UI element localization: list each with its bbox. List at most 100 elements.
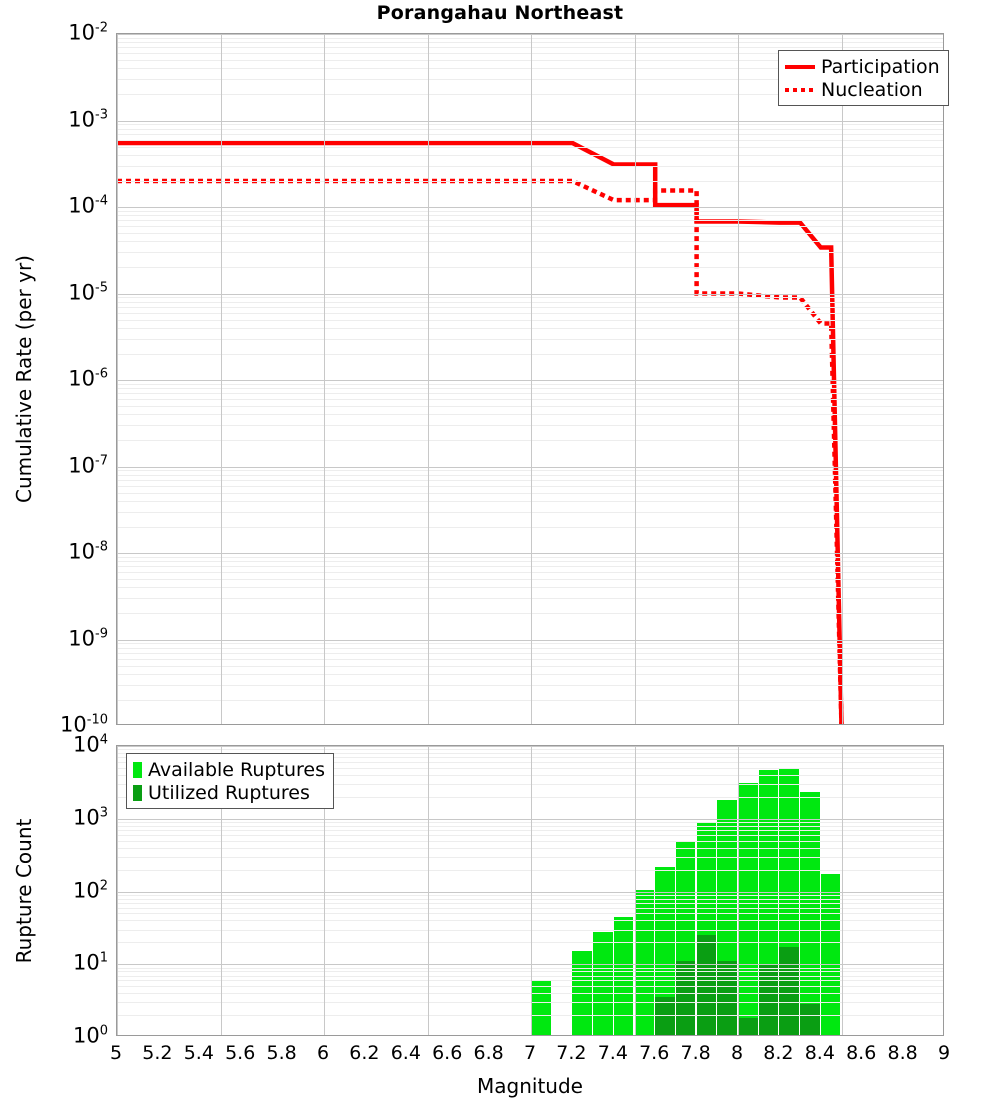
gridline-minor	[117, 971, 943, 972]
gridline-minor	[117, 930, 943, 931]
gridline-minor	[117, 830, 943, 831]
bottom-panel-y-axis-label: Rupture Count	[12, 818, 36, 963]
gridline-minor	[117, 512, 943, 513]
x-tick-label: 9	[937, 1042, 951, 1064]
nucleation-curve	[117, 178, 844, 724]
gridline-minor	[117, 968, 943, 969]
gridline-minor	[117, 68, 943, 69]
legend-item: Utilized Ruptures	[133, 781, 325, 804]
gridline-minor	[117, 241, 943, 242]
gridline-major-vertical	[324, 34, 325, 724]
y-tick-label: 101	[72, 950, 108, 975]
x-tick-label: 5.2	[142, 1042, 173, 1064]
gridline-minor	[117, 822, 943, 823]
utilized-rupture-segment	[800, 1004, 820, 1035]
y-tick-label: 10-3	[68, 107, 108, 131]
gridline-major-vertical	[428, 34, 429, 724]
gridline-minor	[117, 297, 943, 298]
x-tick-label: 5	[109, 1042, 123, 1064]
x-tick-label: 6.4	[390, 1042, 421, 1064]
gridline-minor	[117, 440, 943, 441]
gridline-minor	[117, 870, 943, 871]
gridline-minor	[117, 129, 943, 130]
gridline-minor	[117, 659, 943, 660]
gridline-major	[117, 819, 943, 820]
top-plot-inner	[117, 34, 943, 724]
x-tick-label: 7.4	[597, 1042, 628, 1064]
gridline-major-vertical	[842, 34, 843, 724]
utilized-rupture-segment	[758, 964, 779, 1035]
gridline-major	[117, 892, 943, 893]
gridline-minor	[117, 475, 943, 476]
gridline-major	[117, 467, 943, 468]
gridline-minor	[117, 848, 943, 849]
gridline-minor	[117, 94, 943, 95]
y-tick-label: 10-10	[60, 712, 108, 737]
gridline-minor	[117, 181, 943, 182]
y-tick-label: 10-6	[68, 366, 108, 391]
gridline-minor	[117, 406, 943, 407]
legend-label: Available Ruptures	[148, 758, 325, 781]
gridline-minor	[117, 561, 943, 562]
gridline-minor	[117, 267, 943, 268]
gridline-minor	[117, 908, 943, 909]
gridline-major	[117, 294, 943, 295]
gridline-minor	[117, 700, 943, 701]
gridline-major-vertical	[738, 34, 739, 724]
gridline-major-vertical	[117, 34, 118, 724]
gridline-minor	[117, 666, 943, 667]
y-tick-label: 10-5	[68, 280, 108, 304]
gridline-minor	[117, 388, 943, 389]
gridline-minor	[117, 134, 943, 135]
x-tick-label: 6.2	[349, 1042, 380, 1064]
x-tick-label: 8.6	[846, 1042, 877, 1064]
gridline-minor	[117, 986, 943, 987]
gridline-major-vertical	[738, 746, 739, 1035]
gridline-major-vertical	[531, 746, 532, 1035]
color-swatch-icon	[133, 784, 142, 801]
legend-label: Nucleation	[821, 78, 923, 101]
gridline-minor	[117, 566, 943, 567]
rupture-bar	[738, 783, 758, 1035]
gridline-minor	[117, 220, 943, 221]
utilized-rupture-segment	[696, 935, 717, 1035]
top-panel-y-axis-label: Cumulative Rate (per yr)	[12, 255, 36, 503]
y-tick-label: 10-2	[68, 20, 108, 45]
gridline-major	[117, 121, 943, 122]
gridline-minor	[117, 685, 943, 686]
gridline-minor	[117, 166, 943, 167]
x-tick-label: 7.2	[556, 1042, 587, 1064]
x-axis-label: Magnitude	[477, 1074, 583, 1098]
gridline-major	[117, 553, 943, 554]
gridline-minor	[117, 384, 943, 385]
gridline-minor	[117, 307, 943, 308]
utilized-rupture-segment	[717, 961, 737, 1035]
gridline-minor	[117, 768, 943, 769]
gridline-minor	[117, 486, 943, 487]
gridline-minor	[117, 493, 943, 494]
gridline-minor	[117, 757, 943, 758]
y-tick-label: 10-9	[68, 626, 108, 650]
x-tick-label: 7.6	[639, 1042, 670, 1064]
gridline-major-vertical	[842, 746, 843, 1035]
gridline-minor	[117, 140, 943, 141]
gridline-minor	[117, 775, 943, 776]
gridline-minor	[117, 79, 943, 80]
gridline-minor	[117, 302, 943, 303]
x-tick-label: 6	[316, 1042, 330, 1064]
gridline-minor	[117, 895, 943, 896]
y-tick-label: 10-4	[68, 193, 108, 218]
gridline-minor	[117, 328, 943, 329]
y-tick-label: 100	[72, 1023, 108, 1048]
gridline-minor	[117, 414, 943, 415]
gridline-minor	[117, 920, 943, 921]
gridline-minor	[117, 841, 943, 842]
gridline-major	[117, 207, 943, 208]
gridline-minor	[117, 354, 943, 355]
gridline-minor	[117, 572, 943, 573]
legend-item: Nucleation	[785, 78, 940, 101]
gridline-minor	[117, 762, 943, 763]
cumulative-rate-plot	[116, 33, 944, 725]
gridline-minor	[117, 753, 943, 754]
gridline-minor	[117, 53, 943, 54]
